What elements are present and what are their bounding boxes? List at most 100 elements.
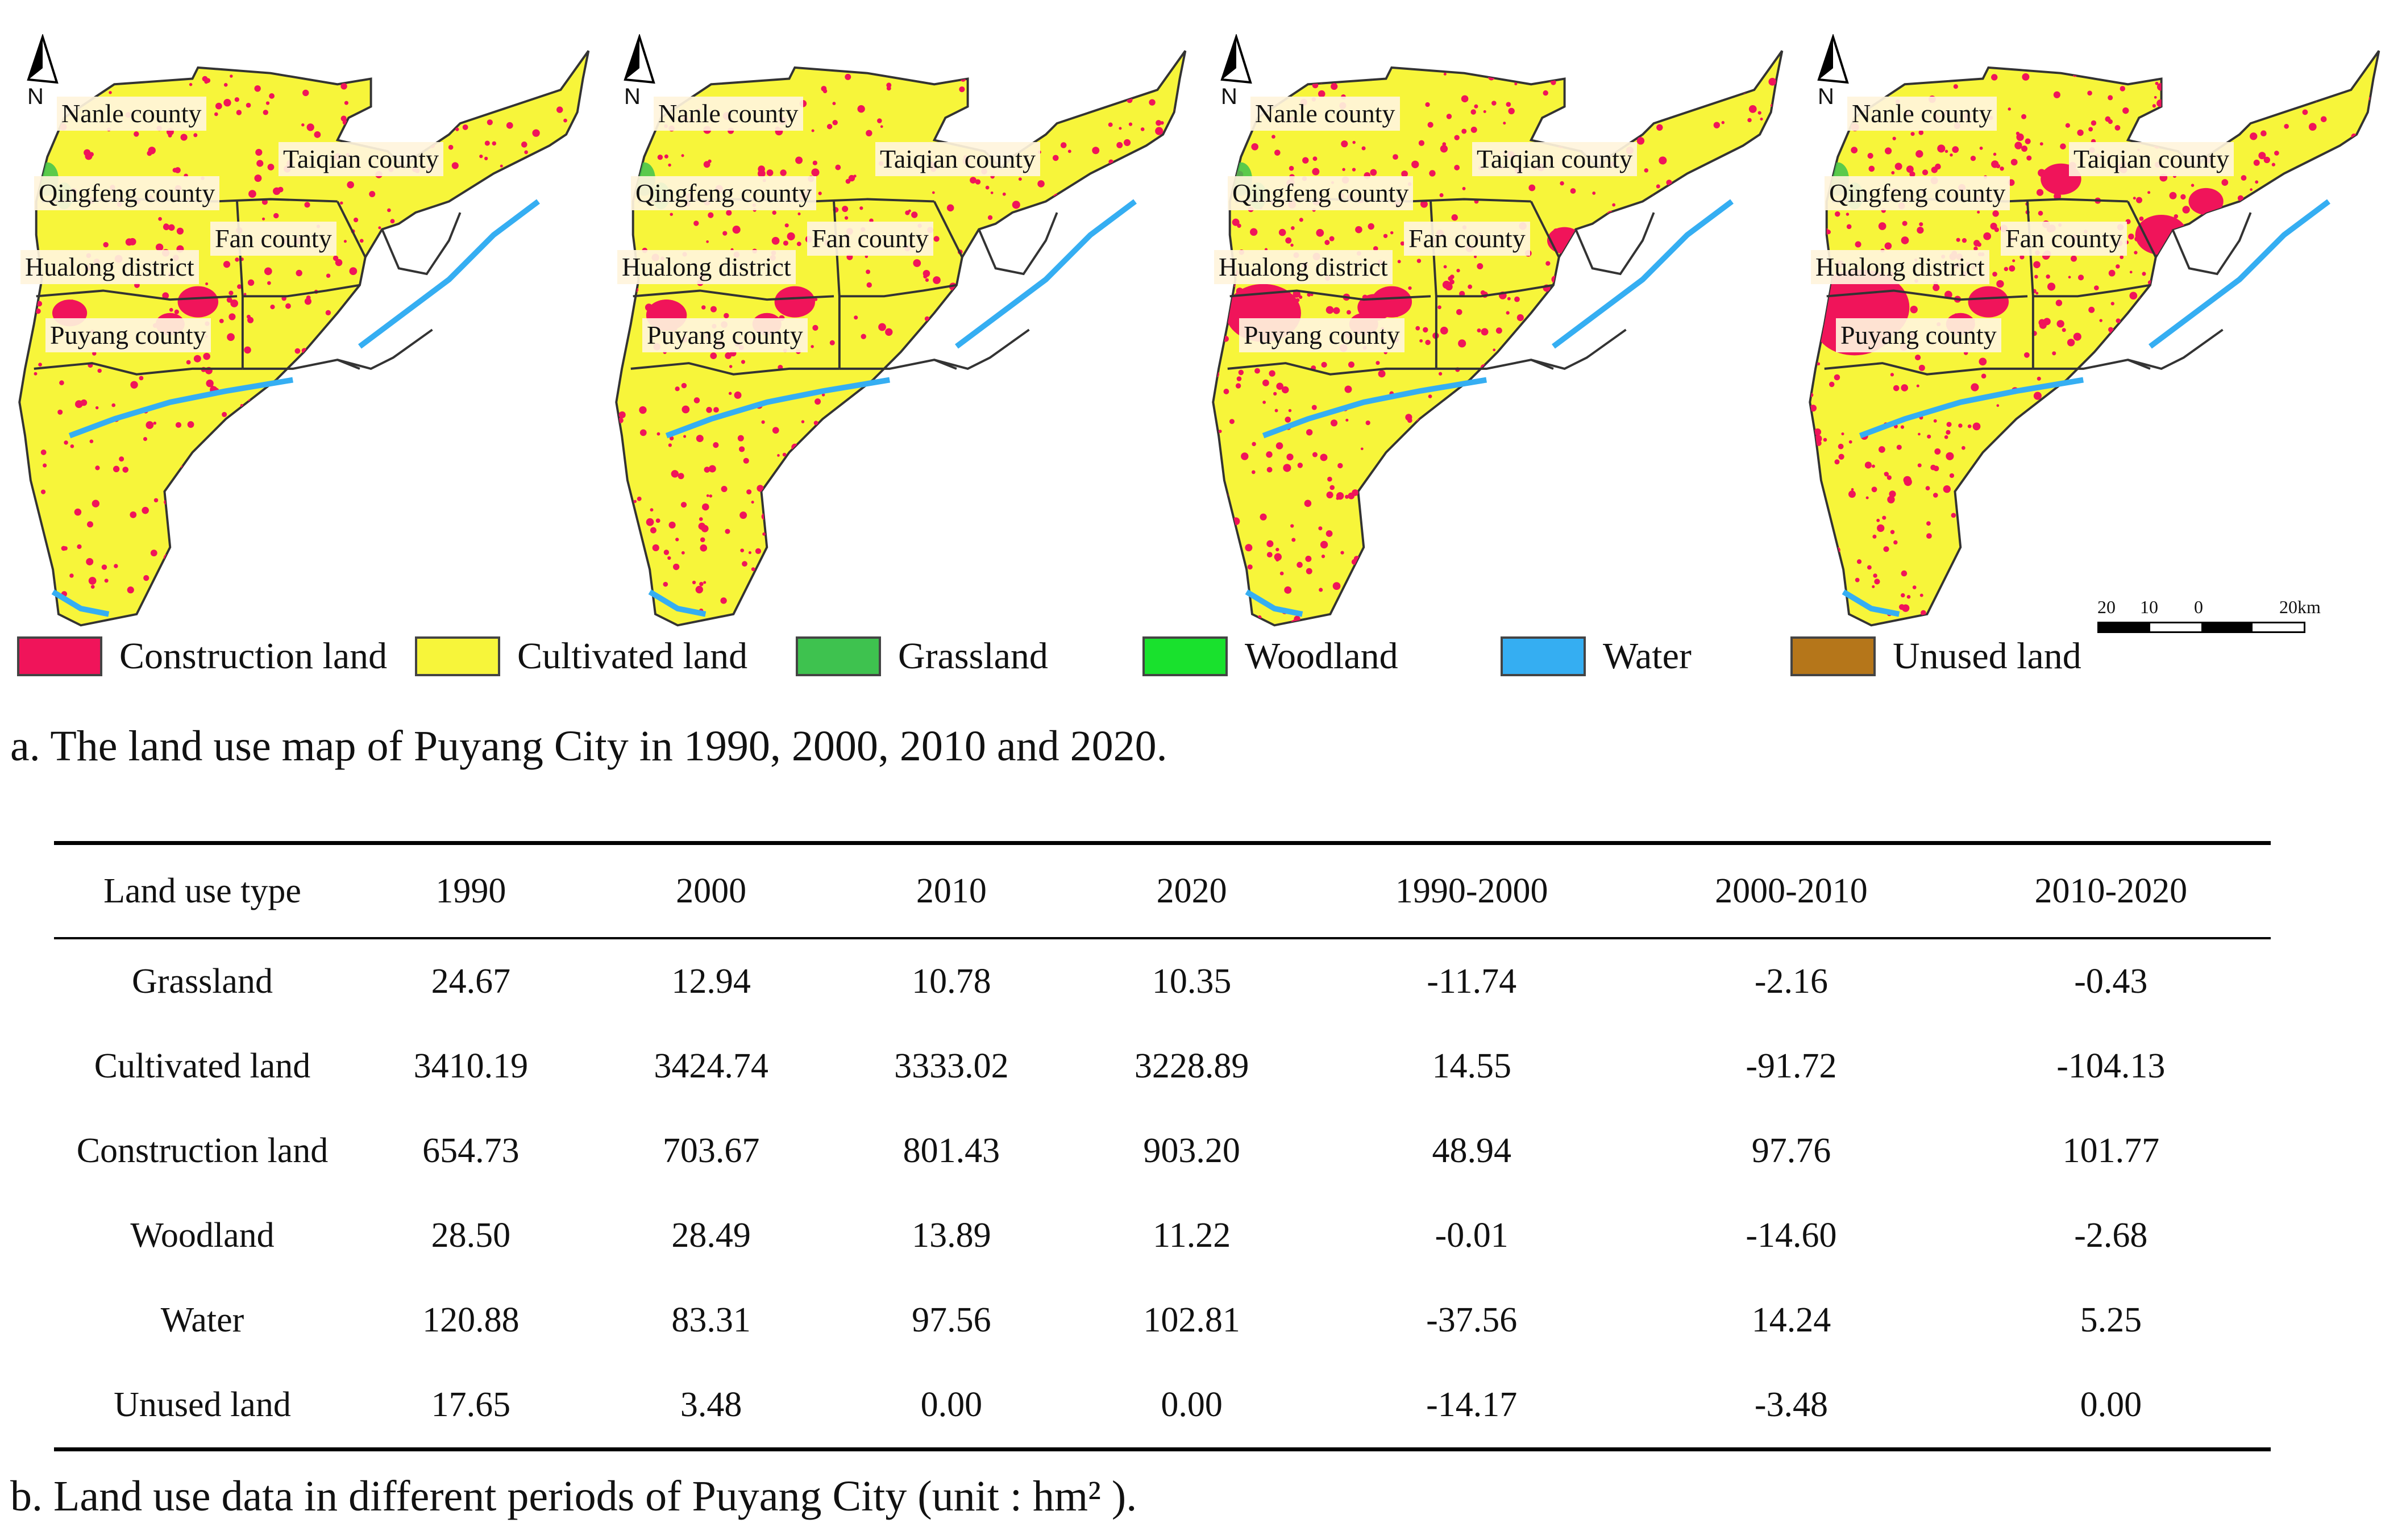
table-row: Water 120.88 83.31 97.56 102.81 -37.56 14.24 5.… xyxy=(54,1278,2271,1363)
construction-patch xyxy=(2353,215,2362,223)
construction-patch xyxy=(383,389,390,396)
construction-patch xyxy=(2330,489,2337,497)
construction-patch xyxy=(2274,305,2279,310)
construction-patch xyxy=(1553,413,1559,418)
construction-patch xyxy=(1281,386,1289,394)
construction-patch xyxy=(2183,305,2186,308)
construction-patch xyxy=(1170,421,1175,426)
construction-patch xyxy=(1768,77,1777,86)
construction-patch xyxy=(2332,517,2337,522)
construction-patch xyxy=(1084,380,1088,384)
construction-patch xyxy=(214,112,218,116)
construction-patch xyxy=(176,227,184,235)
construction-patch xyxy=(1829,614,1834,619)
construction-patch xyxy=(2248,292,2254,298)
construction-patch xyxy=(1694,265,1701,272)
construction-patch xyxy=(1318,526,1323,531)
construction-patch xyxy=(1988,547,1993,552)
construction-patch xyxy=(1182,605,1186,611)
construction-patch xyxy=(1481,328,1489,336)
construction-patch xyxy=(2216,442,2222,449)
construction-patch xyxy=(223,82,228,87)
construction-patch xyxy=(1810,184,1817,192)
construction-patch xyxy=(1667,81,1672,86)
construction-patch xyxy=(2336,365,2342,372)
construction-patch xyxy=(1927,434,1931,439)
construction-patch xyxy=(652,544,659,552)
construction-patch xyxy=(2307,263,2312,268)
construction-patch xyxy=(1506,311,1510,315)
construction-patch xyxy=(180,134,188,141)
construction-patch xyxy=(1949,473,1955,478)
construction-patch xyxy=(933,352,939,357)
construction-patch xyxy=(1753,540,1757,545)
construction-patch xyxy=(568,545,576,553)
construction-patch xyxy=(1312,452,1318,457)
table-cell: 654.73 xyxy=(422,1131,520,1170)
construction-patch xyxy=(520,352,526,359)
construction-patch xyxy=(2205,364,2210,369)
construction-patch xyxy=(1593,527,1599,533)
legend: Construction land Cultivated land Grassl… xyxy=(17,631,2347,682)
construction-patch xyxy=(1818,304,1824,310)
construction-patch xyxy=(193,617,200,623)
construction-patch xyxy=(273,187,281,195)
table-cell: 102.81 xyxy=(1143,1301,1240,1339)
construction-patch xyxy=(581,242,589,249)
construction-patch xyxy=(1980,494,1987,500)
construction-patch xyxy=(1073,359,1078,364)
construction-patch xyxy=(264,267,272,276)
construction-patch xyxy=(1855,577,1860,582)
construction-patch xyxy=(1341,140,1348,148)
construction-patch xyxy=(267,281,271,285)
construction-patch xyxy=(1401,170,1408,177)
construction-patch xyxy=(1865,496,1869,500)
construction-patch xyxy=(1674,399,1679,403)
construction-patch xyxy=(1096,295,1105,304)
construction-patch xyxy=(699,517,703,521)
construction-patch xyxy=(1312,168,1320,176)
construction-patch xyxy=(35,308,41,314)
construction-patch xyxy=(254,174,262,182)
construction-patch xyxy=(2308,451,2314,457)
construction-patch xyxy=(1664,280,1673,288)
north-arrow-icon: N xyxy=(17,33,63,114)
construction-patch xyxy=(1470,488,1474,491)
construction-patch xyxy=(967,62,975,70)
construction-patch xyxy=(1623,213,1628,218)
construction-patch xyxy=(832,502,841,510)
construction-patch xyxy=(1545,261,1551,266)
construction-patch xyxy=(36,301,43,307)
construction-patch xyxy=(674,61,682,69)
legend-swatch xyxy=(17,636,102,676)
construction-patch xyxy=(1140,127,1145,131)
construction-patch xyxy=(111,403,116,407)
legend-label: Cultivated land xyxy=(517,635,748,677)
construction-patch xyxy=(150,550,157,557)
construction-patch xyxy=(1521,389,1524,392)
construction-patch xyxy=(1386,565,1393,572)
construction-patch xyxy=(1433,62,1440,69)
construction-patch xyxy=(1070,441,1078,449)
construction-patch xyxy=(2047,282,2056,291)
construction-patch xyxy=(378,226,381,230)
construction-patch xyxy=(878,323,886,331)
construction-patch xyxy=(346,472,350,476)
construction-patch xyxy=(1752,617,1759,623)
construction-patch xyxy=(886,82,892,88)
construction-patch xyxy=(1175,139,1181,145)
construction-patch xyxy=(2336,527,2344,536)
construction-patch xyxy=(627,152,635,160)
construction-patch xyxy=(2304,411,2309,416)
construction-patch xyxy=(733,60,740,66)
construction-patch xyxy=(1507,297,1511,301)
construction-patch xyxy=(1477,263,1484,269)
construction-patch xyxy=(485,465,492,473)
construction-patch xyxy=(2382,208,2386,211)
construction-patch xyxy=(19,234,22,240)
construction-patch xyxy=(2102,420,2109,427)
construction-patch xyxy=(919,477,928,486)
construction-patch xyxy=(1156,297,1162,303)
construction-patch xyxy=(1321,554,1325,559)
construction-patch xyxy=(363,353,369,360)
